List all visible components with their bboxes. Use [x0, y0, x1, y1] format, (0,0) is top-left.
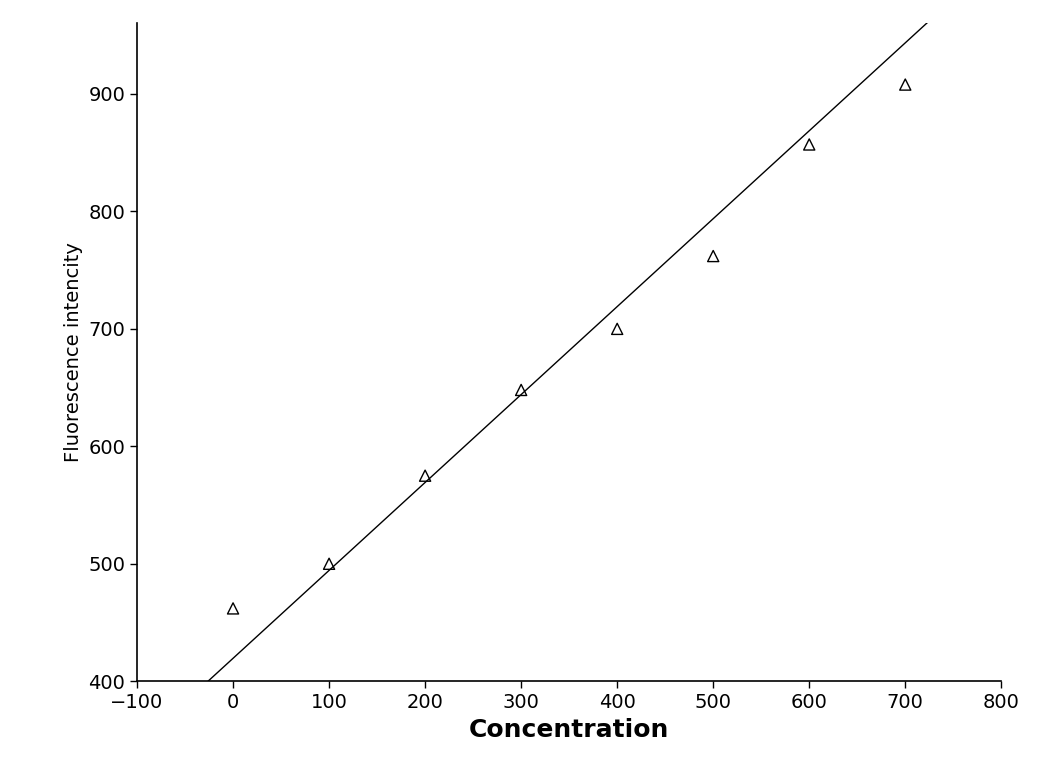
Point — [512, 384, 529, 396]
Point — [897, 78, 914, 91]
Point — [320, 557, 337, 570]
Point — [705, 250, 722, 262]
Point — [801, 138, 818, 150]
Y-axis label: Fluorescence intencity: Fluorescence intencity — [63, 243, 82, 462]
Point — [609, 323, 626, 335]
Point — [225, 602, 241, 615]
Point — [416, 469, 433, 482]
X-axis label: Concentration: Concentration — [469, 717, 669, 742]
